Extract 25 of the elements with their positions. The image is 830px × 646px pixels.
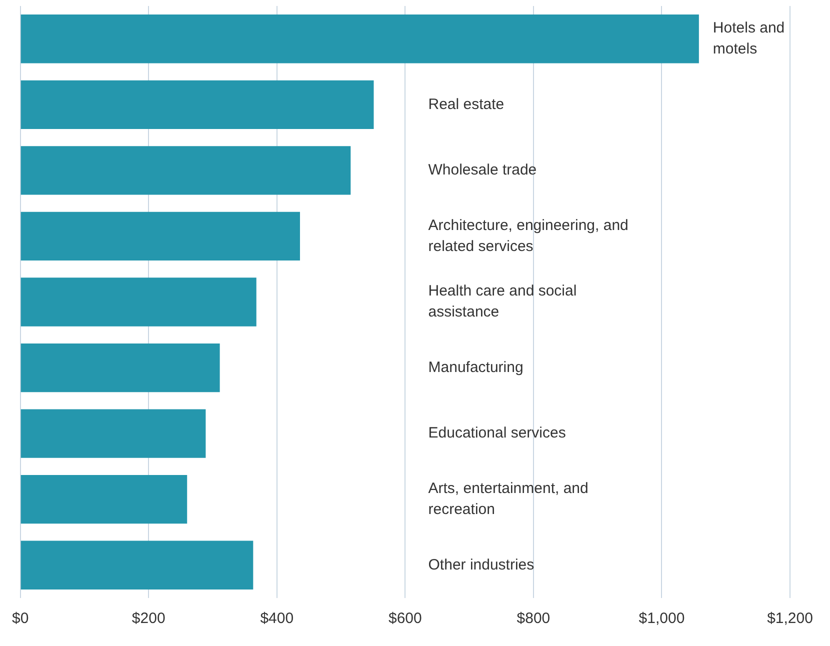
x-tick-label: $200 xyxy=(132,610,166,628)
bar xyxy=(20,146,351,195)
y-tick-label: Hotels and motels xyxy=(712,20,785,58)
y-tick-label: Arts, entertainment, and recreation xyxy=(428,480,588,518)
bar xyxy=(20,14,699,64)
x-tick-label: $1,000 xyxy=(638,610,685,628)
bar xyxy=(20,409,206,458)
bar xyxy=(20,474,188,524)
bar xyxy=(20,80,374,130)
x-tick-label: $0 xyxy=(12,610,29,628)
bar xyxy=(20,343,220,392)
bar xyxy=(20,212,300,261)
y-tick-label: Other industries xyxy=(428,556,534,574)
y-tick-label: Real estate xyxy=(428,96,504,113)
bar xyxy=(20,278,256,326)
bar xyxy=(20,540,254,590)
y-tick-label: Manufacturing xyxy=(428,358,524,376)
x-tick-label: $400 xyxy=(260,610,294,628)
x-tick-label: $600 xyxy=(388,610,422,628)
y-tick-label: Health care and social assistance xyxy=(428,282,577,321)
y-tick-label: Educational services xyxy=(428,424,566,442)
y-tick-label: Wholesale trade xyxy=(428,162,537,179)
x-tick-label: $800 xyxy=(516,610,550,628)
y-tick-label: Architecture, engineering, and related services xyxy=(428,216,628,255)
x-tick-label: $1,200 xyxy=(767,610,813,628)
